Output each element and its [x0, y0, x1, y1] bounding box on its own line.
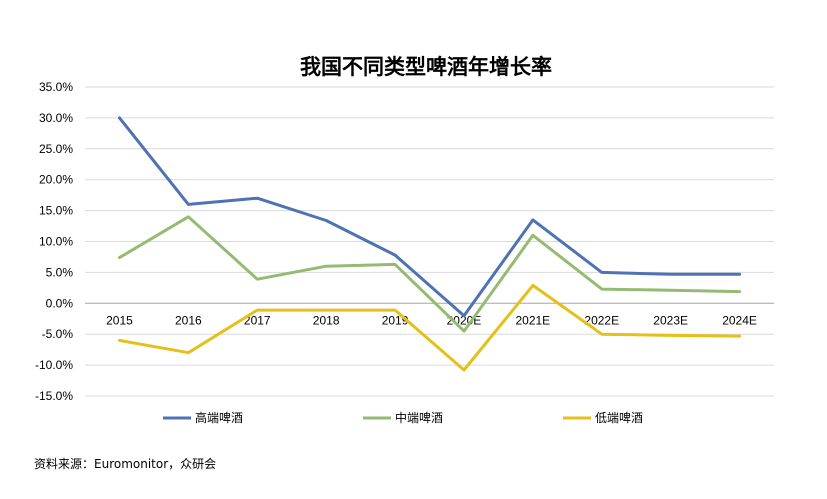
legend-label: 高端啤酒 [195, 410, 243, 425]
x-tick-label: 2018 [313, 313, 340, 327]
y-tick-label: 20.0% [39, 173, 73, 187]
legend-label: 中端啤酒 [395, 410, 443, 425]
series-line-1 [118, 116, 742, 318]
legend-item: 低端啤酒 [563, 410, 643, 425]
legend: 高端啤酒 中端啤酒 低端啤酒 [163, 410, 643, 425]
y-tick-label: -15.0% [35, 389, 73, 403]
legend-label: 低端啤酒 [595, 410, 643, 425]
series-lines [118, 116, 742, 372]
x-axis-tick-labels: 2015 2016 2017 2018 2019 2020E 2021E 2022E 2023E… [106, 313, 757, 327]
chart-title: 我国不同类型啤酒年增长率 [300, 55, 552, 79]
source-note: 资料来源：Euromonitor，众研会 [34, 457, 217, 471]
y-tick-label: 25.0% [39, 142, 73, 156]
legend-item: 高端啤酒 [163, 410, 243, 425]
x-tick-label: 2021E [515, 313, 550, 327]
legend-item: 中端啤酒 [363, 410, 443, 425]
gridlines [85, 86, 774, 397]
x-tick-label: 2023E [653, 313, 688, 327]
y-axis-tick-labels: 35.0% 30.0% 25.0% 20.0% 15.0% 10.0% 5.0% 0.0% -5… [35, 80, 73, 403]
y-tick-label: 5.0% [46, 265, 74, 279]
y-tick-label: 35.0% [39, 80, 73, 94]
y-tick-label: -10.0% [35, 358, 73, 372]
y-tick-label: 10.0% [39, 235, 73, 249]
x-tick-label: 2017 [244, 313, 271, 327]
y-tick-label: 0.0% [46, 296, 74, 310]
x-tick-label: 2022E [584, 313, 619, 327]
series-line-3 [118, 283, 742, 372]
y-tick-label: -5.0% [42, 327, 74, 341]
x-tick-label: 2016 [175, 313, 202, 327]
y-tick-label: 15.0% [39, 204, 73, 218]
series-line-2 [118, 215, 742, 333]
x-tick-label: 2024E [722, 313, 757, 327]
y-tick-label: 30.0% [39, 111, 73, 125]
x-tick-label: 2015 [106, 313, 133, 327]
